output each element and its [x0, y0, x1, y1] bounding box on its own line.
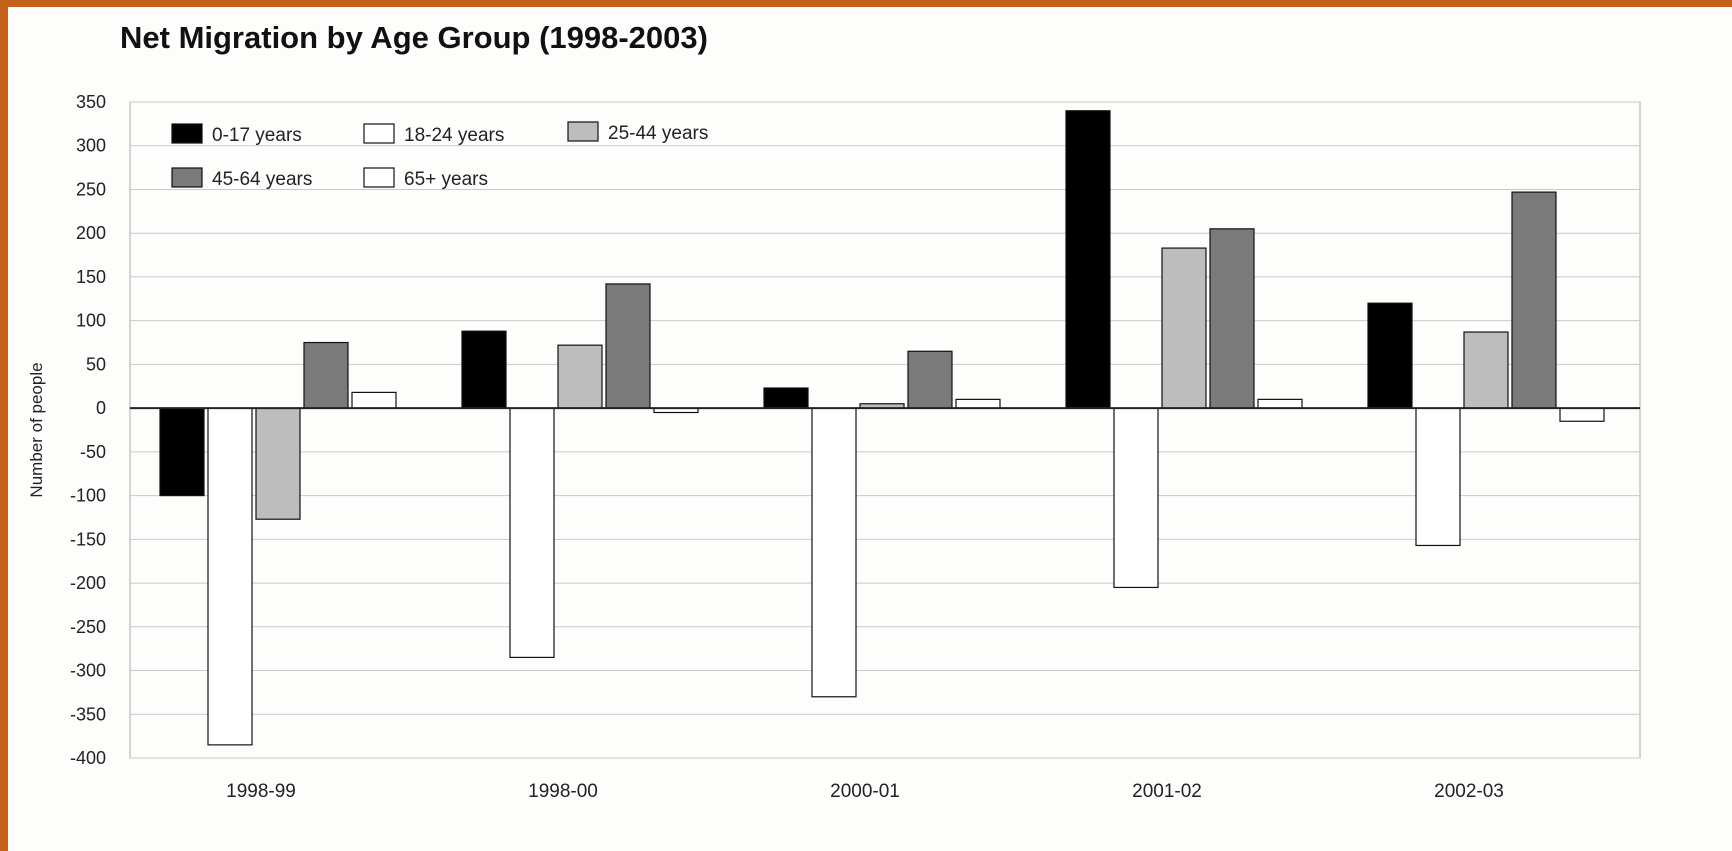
- bar: [1257, 398, 1303, 409]
- y-tick-label: 50: [86, 354, 106, 374]
- bar: [907, 350, 953, 409]
- y-tick-label: 300: [76, 136, 106, 156]
- legend-label: 0-17 years: [212, 125, 302, 146]
- y-tick-label: 150: [76, 267, 106, 287]
- y-tick-label: 0: [96, 398, 106, 418]
- bar: [461, 330, 507, 409]
- bar: [255, 407, 301, 520]
- y-tick-label: -50: [80, 442, 106, 462]
- bar: [1065, 110, 1111, 409]
- y-tick-label: 100: [76, 311, 106, 331]
- bar: [303, 341, 349, 409]
- bar: [159, 407, 205, 497]
- bar: [351, 391, 397, 409]
- bar: [509, 407, 555, 659]
- x-tick-label: 2000-01: [830, 781, 900, 802]
- legend-label: 18-24 years: [404, 125, 504, 146]
- bar: [1559, 407, 1605, 422]
- y-tick-label: 200: [76, 223, 106, 243]
- y-tick-label: -300: [70, 661, 106, 681]
- chart-title: Net Migration by Age Group (1998-2003): [120, 20, 708, 55]
- y-tick-label: 250: [76, 179, 106, 199]
- legend-swatch: [567, 121, 599, 142]
- bar: [605, 283, 651, 409]
- x-tick-label: 2001-02: [1132, 781, 1202, 802]
- y-axis-title: Number of people: [27, 362, 46, 497]
- legend-label: 65+ years: [404, 169, 488, 190]
- bar: [1511, 191, 1557, 409]
- bar: [207, 407, 253, 746]
- y-tick-label: -400: [70, 748, 106, 768]
- bar: [811, 407, 857, 698]
- legend-swatch: [363, 123, 395, 144]
- bar: [1415, 407, 1461, 547]
- bar: [1209, 228, 1255, 409]
- bar: [1161, 247, 1207, 409]
- legend-swatch: [171, 167, 203, 188]
- y-tick-label: -350: [70, 704, 106, 724]
- x-tick-label: 2002-03: [1434, 781, 1504, 802]
- legend-label: 45-64 years: [212, 169, 312, 190]
- y-tick-label: -100: [70, 486, 106, 506]
- x-tick-label: 1998-00: [528, 781, 598, 802]
- legend-swatch: [171, 123, 203, 144]
- y-tick-label: 350: [76, 92, 106, 112]
- y-tick-label: -150: [70, 529, 106, 549]
- bar: [763, 387, 809, 409]
- bar: [1367, 302, 1413, 409]
- legend-label: 25-44 years: [608, 123, 708, 144]
- y-tick-label: -200: [70, 573, 106, 593]
- bar: [1113, 407, 1159, 589]
- plot-frame: [129, 101, 1641, 759]
- x-tick-label: 1998-99: [226, 781, 296, 802]
- bar: [955, 398, 1001, 409]
- bar: [557, 344, 603, 409]
- legend-swatch: [363, 167, 395, 188]
- y-tick-label: -250: [70, 617, 106, 637]
- bar: [1463, 331, 1509, 409]
